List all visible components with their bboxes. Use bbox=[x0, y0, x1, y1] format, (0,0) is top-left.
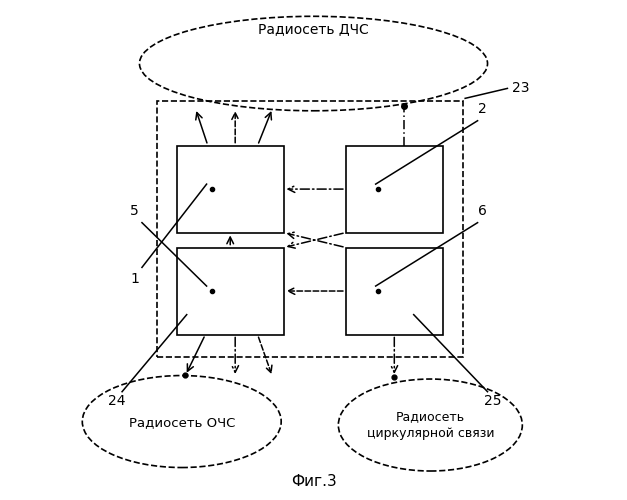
Bar bbox=[177, 146, 283, 233]
Text: 24: 24 bbox=[108, 394, 126, 408]
Bar bbox=[346, 248, 443, 334]
Text: 5: 5 bbox=[130, 204, 139, 218]
Text: Радиосеть
циркулярной связи: Радиосеть циркулярной связи bbox=[367, 410, 494, 440]
Bar bbox=[346, 146, 443, 233]
Bar bbox=[157, 101, 463, 357]
Text: Радиосеть ОЧС: Радиосеть ОЧС bbox=[129, 416, 235, 430]
Text: 25: 25 bbox=[484, 394, 501, 408]
Text: Фиг.3: Фиг.3 bbox=[291, 474, 336, 488]
Text: 23: 23 bbox=[512, 82, 530, 96]
Text: 6: 6 bbox=[478, 204, 487, 218]
Text: 2: 2 bbox=[478, 102, 487, 116]
Bar bbox=[177, 248, 283, 334]
Text: 1: 1 bbox=[130, 272, 139, 286]
Text: Радиосеть ДЧС: Радиосеть ДЧС bbox=[258, 22, 369, 36]
